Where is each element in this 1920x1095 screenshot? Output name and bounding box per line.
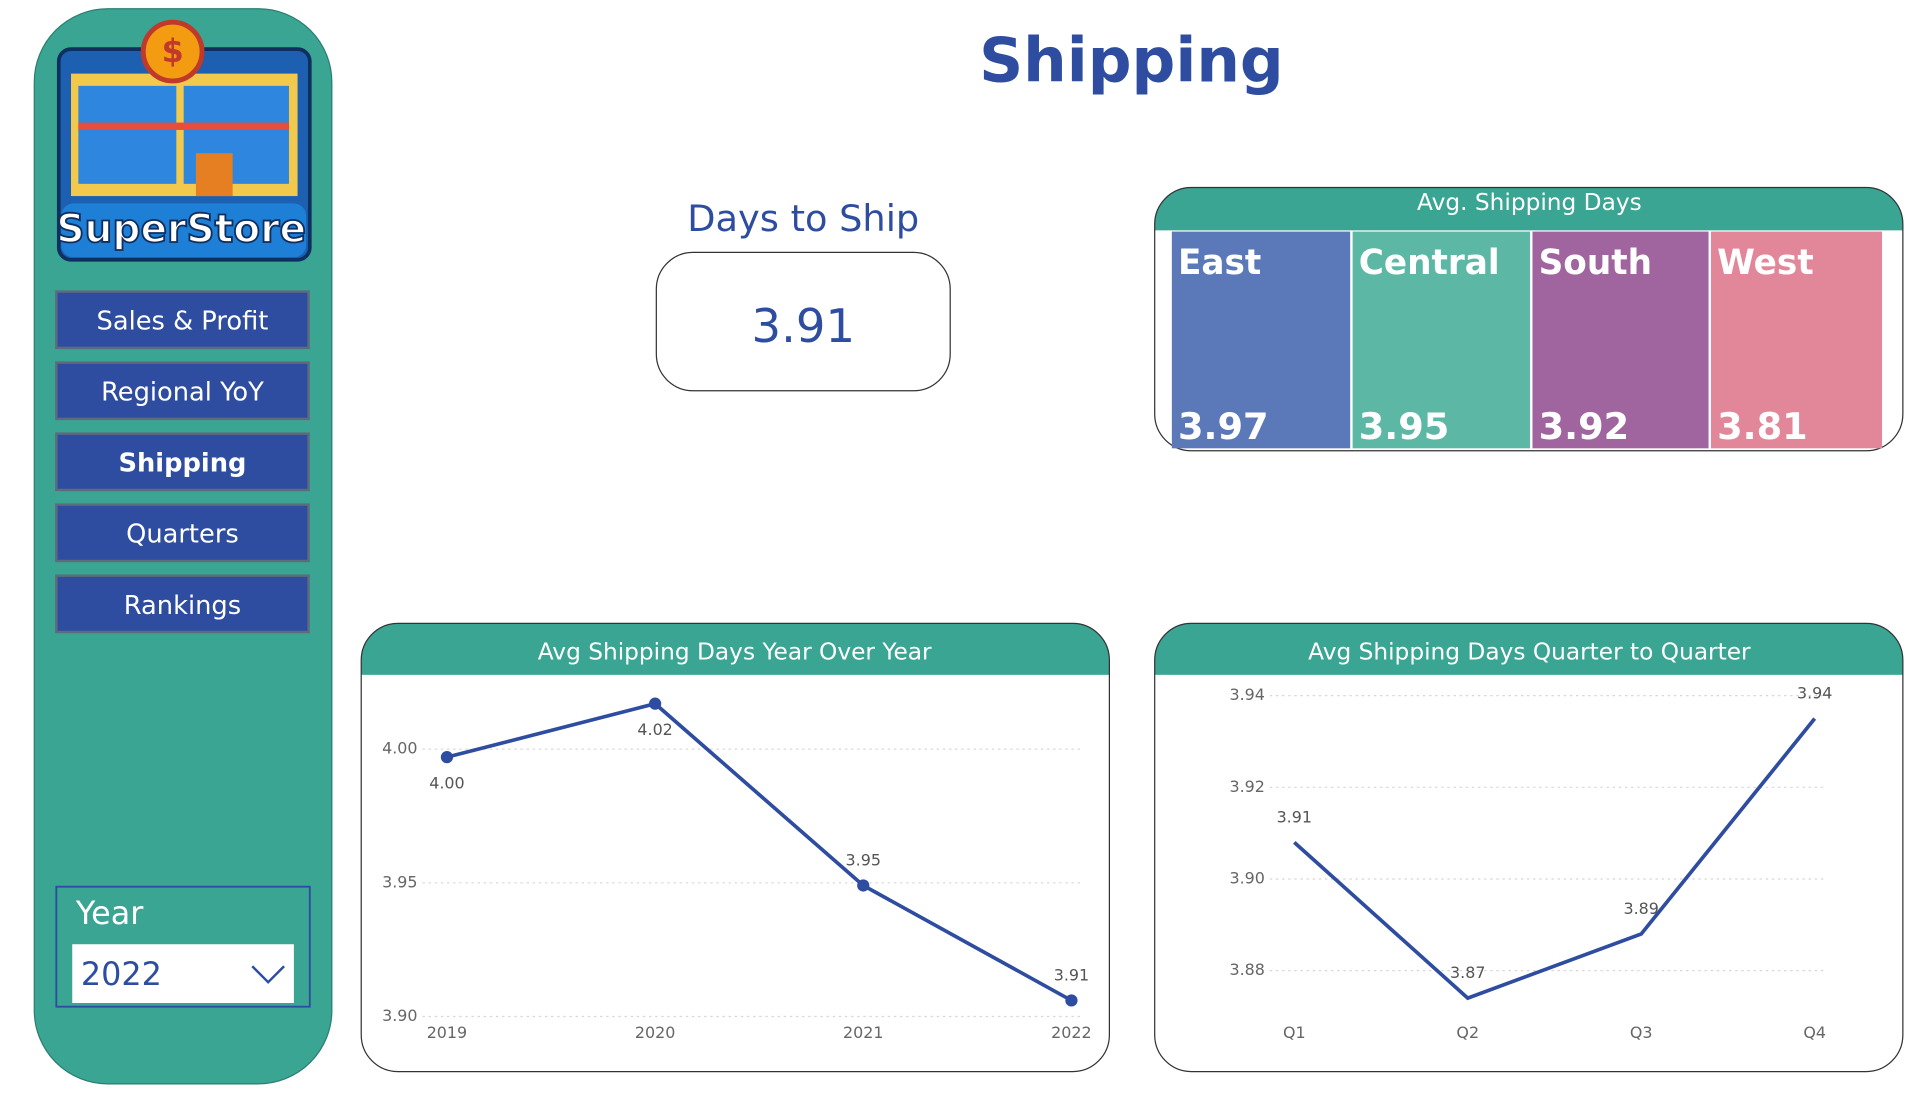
- line: [1293, 717, 1817, 1001]
- y-tick-label: 4.00: [382, 739, 417, 758]
- value-label: 4.00: [429, 774, 464, 793]
- x-tick-label: Q3: [1630, 1023, 1653, 1042]
- chart-title: Avg Shipping Days Quarter to Quarter: [1308, 638, 1751, 665]
- x-tick-label: Q1: [1283, 1023, 1306, 1042]
- value-label: 3.95: [846, 850, 881, 869]
- nav-button-label: Quarters: [126, 520, 239, 550]
- point: [857, 879, 870, 892]
- nav-button-bg: [55, 290, 310, 350]
- value-label: 3.91: [1277, 807, 1312, 826]
- card-header: [1154, 623, 1903, 675]
- region-value: 3.97: [1178, 405, 1269, 448]
- value-label: 3.89: [1624, 899, 1659, 918]
- nav-button-bg: [55, 361, 310, 421]
- y-tick-label: 3.92: [1229, 777, 1264, 796]
- x-tick-label: 2022: [1051, 1023, 1091, 1042]
- region-value: 3.95: [1359, 405, 1450, 448]
- nav-button-bg: [55, 574, 310, 634]
- chevron: [251, 965, 285, 984]
- svg-text:$: $: [162, 32, 184, 70]
- nav-button[interactable]: Regional YoY: [55, 361, 310, 421]
- point: [648, 697, 662, 710]
- chart-title: Avg Shipping Days Year Over Year: [538, 638, 932, 665]
- value-label: 3.91: [1054, 965, 1089, 984]
- kpi-card: [655, 251, 951, 392]
- region-tile: [1532, 231, 1709, 449]
- logo-text: SuperStore: [56, 207, 306, 252]
- x-tick-label: 2021: [843, 1023, 883, 1042]
- value-label: 3.87: [1450, 963, 1485, 982]
- nav-button-label: Regional YoY: [101, 378, 264, 408]
- nav-button-bg: [55, 503, 310, 563]
- region-name: South: [1539, 243, 1652, 283]
- nav: Sales & Profit Regional YoY Shipping Quarte…: [55, 290, 310, 634]
- page-title: Shipping: [979, 26, 1284, 97]
- region-name: East: [1178, 243, 1261, 283]
- value-label: 3.94: [1797, 684, 1832, 703]
- y-tick-label: 3.94: [1229, 685, 1264, 704]
- value-label: 4.02: [637, 720, 672, 739]
- nav-button-label: Rankings: [124, 591, 241, 621]
- card-header: [1154, 187, 1903, 231]
- y-tick-label: 3.90: [1229, 868, 1264, 887]
- nav-button-label: Shipping: [118, 449, 246, 479]
- y-tick-label: 3.88: [1229, 960, 1264, 979]
- point: [1065, 994, 1078, 1007]
- nav-button-bg: [55, 432, 310, 492]
- y-tick-label: 3.95: [382, 872, 417, 891]
- nav-button[interactable]: Shipping: [55, 432, 310, 492]
- card: [360, 622, 1110, 1073]
- region-name: West: [1717, 243, 1814, 283]
- card-header: [361, 623, 1110, 675]
- year-dropdown[interactable]: 2022: [72, 944, 294, 1004]
- region-name: Central: [1359, 243, 1500, 283]
- nav-button-label: Sales & Profit: [97, 307, 269, 337]
- chart-title: Avg. Shipping Days: [1417, 189, 1642, 216]
- kpi-label: Days to Ship: [687, 197, 919, 240]
- card: [1154, 186, 1904, 452]
- x-tick-label: 2020: [635, 1023, 675, 1042]
- nav-button[interactable]: Sales & Profit: [55, 290, 310, 350]
- filter-value: 2022: [81, 955, 162, 993]
- logo: $ SuperStore: [55, 19, 312, 262]
- x-tick-label: Q2: [1456, 1023, 1479, 1042]
- region-tile: [1710, 231, 1883, 449]
- region-value: 3.81: [1717, 405, 1808, 448]
- x-tick-label: Q4: [1803, 1023, 1826, 1042]
- y-tick-label: 3.90: [382, 1006, 417, 1025]
- kpi-value: 3.91: [751, 299, 855, 353]
- x-tick-label: 2019: [427, 1023, 467, 1042]
- year-filter: Year 2022: [55, 885, 311, 1008]
- nav-button[interactable]: Rankings: [55, 574, 310, 634]
- region-tile: [1171, 231, 1351, 449]
- line: [446, 701, 1073, 1003]
- point: [440, 751, 454, 764]
- filter-label: Year: [75, 894, 144, 932]
- region-value: 3.92: [1539, 405, 1630, 448]
- region-tile: [1352, 231, 1531, 449]
- card: [1154, 622, 1904, 1073]
- nav-button[interactable]: Quarters: [55, 503, 310, 563]
